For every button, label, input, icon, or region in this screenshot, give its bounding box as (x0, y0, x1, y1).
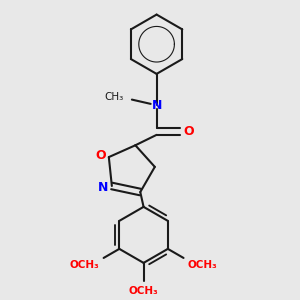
Text: N: N (152, 99, 162, 112)
Text: N: N (98, 181, 109, 194)
Text: O: O (183, 125, 194, 138)
Text: OCH₃: OCH₃ (129, 286, 158, 296)
Text: OCH₃: OCH₃ (70, 260, 99, 270)
Text: O: O (95, 149, 106, 162)
Text: OCH₃: OCH₃ (188, 260, 218, 270)
Text: CH₃: CH₃ (104, 92, 124, 102)
